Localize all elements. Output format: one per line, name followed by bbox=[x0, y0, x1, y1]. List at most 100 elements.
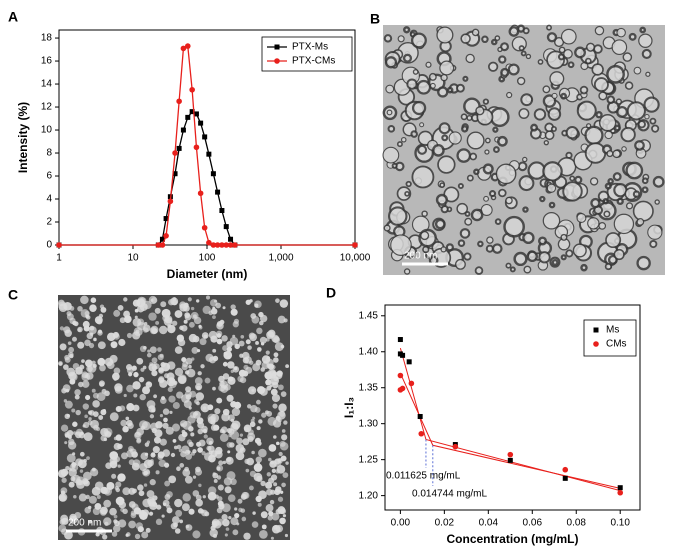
marker bbox=[184, 43, 191, 49]
marker bbox=[197, 190, 204, 197]
particle bbox=[102, 534, 108, 540]
marker bbox=[400, 352, 406, 358]
particle bbox=[59, 326, 64, 331]
particle bbox=[87, 410, 93, 415]
particle bbox=[170, 297, 179, 306]
particle bbox=[182, 493, 191, 502]
particle bbox=[64, 530, 73, 540]
particle bbox=[256, 475, 263, 482]
particle bbox=[187, 297, 192, 302]
particle bbox=[207, 413, 216, 423]
marker bbox=[167, 198, 174, 205]
particle bbox=[197, 447, 203, 453]
particle bbox=[278, 451, 283, 457]
particle bbox=[93, 337, 97, 342]
particle bbox=[229, 336, 239, 346]
particle bbox=[221, 514, 228, 521]
particle bbox=[201, 451, 206, 456]
particle bbox=[537, 59, 544, 65]
particle bbox=[279, 299, 289, 308]
particle bbox=[579, 85, 589, 95]
particle bbox=[92, 392, 99, 399]
particle bbox=[222, 306, 226, 310]
particle bbox=[188, 508, 195, 515]
particle bbox=[628, 32, 637, 41]
particle bbox=[131, 451, 138, 458]
particle bbox=[441, 134, 449, 142]
particle bbox=[537, 236, 548, 246]
marker bbox=[507, 457, 513, 463]
particle bbox=[123, 297, 128, 302]
particle bbox=[266, 488, 273, 496]
particle bbox=[402, 26, 411, 34]
particle bbox=[589, 177, 599, 186]
particle bbox=[98, 415, 104, 420]
particle bbox=[151, 357, 158, 364]
particle bbox=[181, 503, 190, 512]
particle bbox=[270, 536, 274, 540]
particle bbox=[508, 26, 520, 37]
particle bbox=[465, 53, 475, 64]
particle bbox=[170, 452, 176, 458]
y-tick-label: 1.20 bbox=[359, 490, 379, 501]
particle bbox=[272, 382, 279, 389]
particle bbox=[234, 507, 238, 511]
marker bbox=[214, 242, 221, 248]
particle bbox=[641, 177, 649, 185]
particle bbox=[439, 60, 455, 76]
particle bbox=[161, 396, 166, 401]
particle bbox=[522, 206, 529, 213]
particle bbox=[185, 449, 191, 455]
particle bbox=[576, 100, 597, 121]
particle bbox=[95, 532, 100, 537]
particle bbox=[494, 35, 501, 41]
particle bbox=[188, 426, 194, 432]
particle bbox=[74, 394, 80, 400]
particle bbox=[179, 519, 184, 524]
particle bbox=[162, 449, 171, 457]
particle bbox=[226, 346, 232, 352]
particle bbox=[506, 91, 513, 99]
legend-marker bbox=[274, 44, 280, 50]
particle bbox=[240, 334, 245, 339]
marker bbox=[163, 216, 169, 222]
particle bbox=[584, 142, 607, 164]
particle bbox=[140, 367, 145, 372]
particle bbox=[73, 494, 77, 499]
particle bbox=[230, 308, 238, 316]
particle bbox=[281, 429, 286, 433]
particle bbox=[279, 517, 286, 525]
particle bbox=[100, 427, 109, 437]
marker bbox=[219, 208, 225, 214]
particle bbox=[232, 366, 240, 373]
particle bbox=[82, 424, 86, 428]
marker bbox=[617, 489, 624, 496]
particle bbox=[243, 532, 251, 540]
marker bbox=[399, 385, 406, 392]
particle bbox=[271, 393, 281, 403]
particle bbox=[233, 318, 240, 324]
particle bbox=[269, 384, 273, 388]
particle bbox=[625, 161, 644, 180]
particle bbox=[64, 354, 70, 361]
particle bbox=[166, 507, 173, 514]
particle bbox=[613, 124, 621, 132]
particle bbox=[126, 384, 134, 393]
particle bbox=[115, 487, 121, 493]
y-tick-label: 1.45 bbox=[359, 310, 379, 321]
particle bbox=[204, 452, 213, 461]
particle bbox=[638, 33, 653, 48]
particle bbox=[284, 533, 289, 538]
particle bbox=[133, 327, 143, 337]
x-tick-label: 1 bbox=[56, 253, 62, 264]
particle bbox=[563, 49, 573, 59]
particle bbox=[149, 458, 154, 463]
particle bbox=[196, 441, 202, 447]
particle bbox=[216, 475, 222, 480]
particle bbox=[208, 330, 218, 340]
particle bbox=[265, 350, 270, 355]
particle bbox=[268, 477, 275, 484]
particle bbox=[155, 470, 160, 475]
particle bbox=[281, 482, 286, 488]
particle bbox=[639, 26, 647, 34]
